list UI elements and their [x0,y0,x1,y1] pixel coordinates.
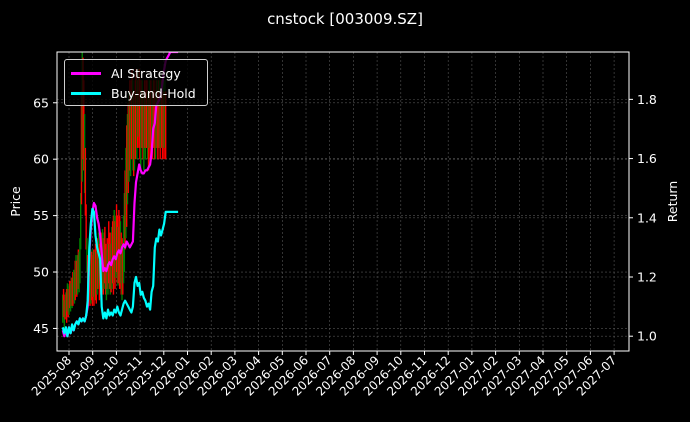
y-right-tick-label: 1.8 [637,92,657,107]
y-right-tick-label: 1.6 [637,151,657,166]
ai-strategy-swatch-icon [71,71,101,75]
legend-item-ai-strategy: AI Strategy [71,64,181,82]
y-left-tick-label: 65 [33,95,49,110]
legend-item-buy-and-hold: Buy-and-Hold [71,84,196,102]
y-left-tick-label: 50 [33,265,49,280]
y-right-tick-label: 1.4 [637,210,657,225]
y-left-tick-label: 45 [33,321,49,336]
y-right-tick-label: 1.0 [637,329,657,344]
y-right-axis-label: Return [665,181,680,222]
y-left-tick-label: 55 [33,208,49,223]
y-left-axis-label: Price [8,186,23,217]
y-left-tick-label: 60 [33,152,49,167]
y-right-tick-label: 1.2 [637,269,657,284]
price-candles [62,52,167,329]
chart-title: cnstock [003009.SZ] [267,10,423,28]
plot-frame [56,51,630,352]
legend: AI Strategy Buy-and-Hold [64,59,208,106]
buy-and-hold-swatch-icon [71,91,101,95]
grid-lines [57,52,629,351]
legend-label: Buy-and-Hold [111,85,196,101]
legend-label: AI Strategy [111,65,181,81]
series-line-buy-and-hold [61,207,179,338]
